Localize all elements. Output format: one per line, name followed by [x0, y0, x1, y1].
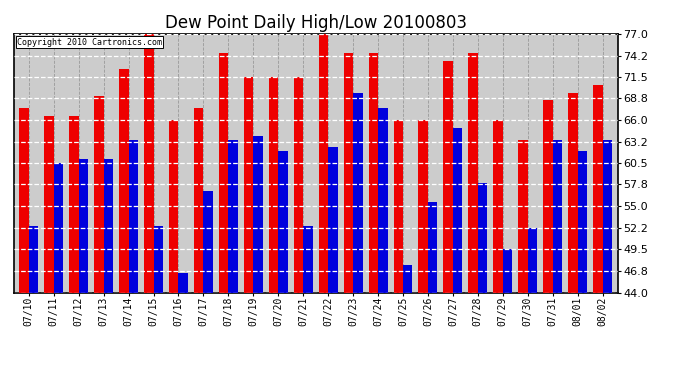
Bar — [179, 273, 188, 292]
Bar — [319, 34, 328, 292]
Bar — [344, 53, 353, 292]
Bar — [378, 108, 388, 292]
Bar — [244, 77, 253, 292]
Bar — [54, 163, 63, 292]
Bar — [478, 183, 487, 292]
Bar — [144, 34, 153, 292]
Bar — [518, 140, 528, 292]
Bar — [453, 128, 462, 292]
Bar — [128, 140, 138, 292]
Bar — [418, 120, 428, 292]
Bar — [153, 226, 163, 292]
Bar — [294, 77, 303, 292]
Title: Dew Point Daily High/Low 20100803: Dew Point Daily High/Low 20100803 — [165, 14, 466, 32]
Bar — [303, 226, 313, 292]
Bar — [169, 120, 179, 292]
Bar — [79, 159, 88, 292]
Bar — [503, 249, 512, 292]
Bar — [353, 93, 362, 292]
Bar — [69, 116, 79, 292]
Bar — [403, 265, 413, 292]
Bar — [593, 85, 602, 292]
Bar — [253, 136, 263, 292]
Bar — [602, 140, 612, 292]
Bar — [278, 152, 288, 292]
Bar — [493, 120, 503, 292]
Bar — [269, 77, 278, 292]
Bar — [428, 202, 437, 292]
Bar — [19, 108, 29, 292]
Bar — [568, 93, 578, 292]
Bar — [228, 140, 238, 292]
Bar — [543, 100, 553, 292]
Bar — [553, 140, 562, 292]
Bar — [393, 120, 403, 292]
Bar — [444, 61, 453, 292]
Bar — [29, 226, 38, 292]
Bar — [119, 69, 128, 292]
Bar — [469, 53, 478, 292]
Bar — [204, 190, 213, 292]
Bar — [194, 108, 204, 292]
Text: Copyright 2010 Cartronics.com: Copyright 2010 Cartronics.com — [17, 38, 162, 46]
Bar — [368, 53, 378, 292]
Bar — [94, 96, 104, 292]
Bar — [328, 147, 337, 292]
Bar — [219, 53, 228, 292]
Bar — [578, 152, 587, 292]
Bar — [104, 159, 113, 292]
Bar — [44, 116, 54, 292]
Bar — [528, 228, 538, 292]
